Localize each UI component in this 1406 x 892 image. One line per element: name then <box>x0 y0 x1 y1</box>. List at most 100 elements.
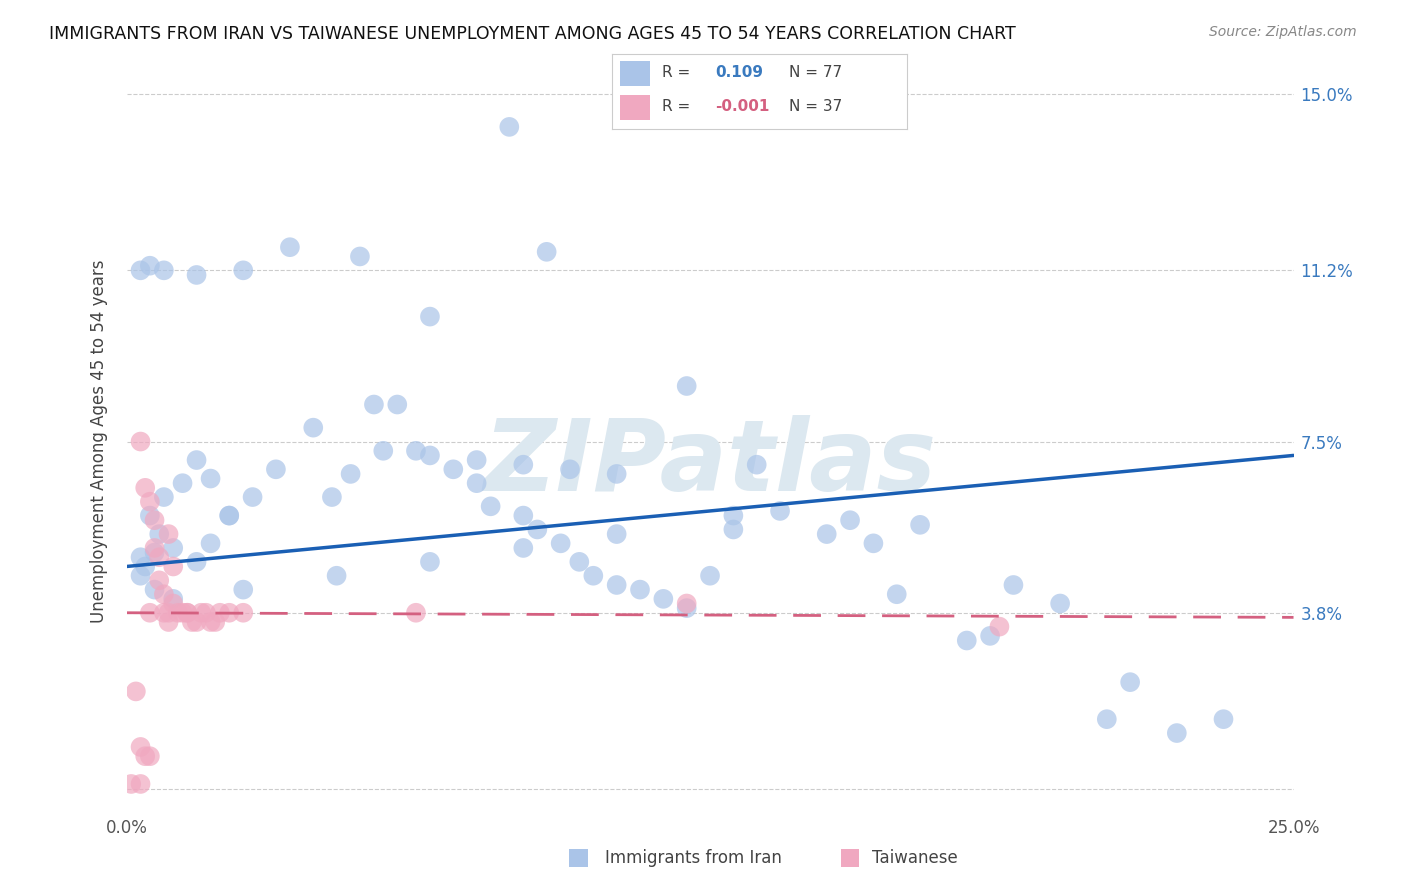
Point <box>143 513 166 527</box>
Point <box>526 523 548 537</box>
Point <box>232 582 254 597</box>
Point <box>157 527 180 541</box>
Point <box>815 527 838 541</box>
Point <box>139 749 162 764</box>
Point <box>143 546 166 560</box>
Point <box>190 606 212 620</box>
Point <box>325 568 347 582</box>
Point <box>465 476 488 491</box>
Point <box>143 541 166 555</box>
Point <box>606 467 628 481</box>
Bar <box>620 95 650 120</box>
Y-axis label: Unemployment Among Ages 45 to 54 years: Unemployment Among Ages 45 to 54 years <box>90 260 108 624</box>
Point <box>134 481 156 495</box>
Point <box>157 606 180 620</box>
Point <box>134 559 156 574</box>
Point <box>465 453 488 467</box>
Point <box>988 619 1011 633</box>
Text: ZIPatlas: ZIPatlas <box>484 416 936 512</box>
Text: N = 37: N = 37 <box>789 100 842 114</box>
Point <box>745 458 768 472</box>
Point <box>606 527 628 541</box>
Bar <box>620 62 650 87</box>
Text: Immigrants from Iran: Immigrants from Iran <box>605 849 782 867</box>
Point <box>479 500 502 514</box>
Point <box>153 587 176 601</box>
Point <box>536 244 558 259</box>
Point <box>908 517 931 532</box>
Point <box>862 536 884 550</box>
Point <box>558 462 581 476</box>
Point <box>278 240 301 254</box>
Point <box>186 555 208 569</box>
Text: -0.001: -0.001 <box>716 100 769 114</box>
Point <box>232 606 254 620</box>
Point <box>419 449 441 463</box>
Point <box>363 398 385 412</box>
Point <box>162 591 184 606</box>
Point <box>172 606 194 620</box>
Point <box>512 458 534 472</box>
Point <box>180 615 202 629</box>
Point <box>148 574 170 588</box>
Point <box>162 541 184 555</box>
Point <box>139 606 162 620</box>
Point <box>302 420 325 434</box>
Point <box>769 504 792 518</box>
Point <box>232 263 254 277</box>
Point <box>675 379 697 393</box>
Point <box>204 615 226 629</box>
Point <box>129 739 152 754</box>
Point <box>186 615 208 629</box>
Point <box>153 606 176 620</box>
Point <box>134 749 156 764</box>
Point <box>218 508 240 523</box>
Point <box>129 777 152 791</box>
Point <box>419 555 441 569</box>
Point <box>723 523 745 537</box>
Point <box>349 249 371 264</box>
Point <box>1095 712 1118 726</box>
Point <box>218 606 240 620</box>
Point <box>143 582 166 597</box>
Point <box>129 550 152 565</box>
Point <box>387 398 409 412</box>
Point <box>512 508 534 523</box>
Point <box>176 606 198 620</box>
Point <box>129 568 152 582</box>
Point <box>675 597 697 611</box>
Point <box>568 555 591 569</box>
Point <box>405 443 427 458</box>
Point <box>176 606 198 620</box>
Point <box>699 568 721 582</box>
Point <box>1212 712 1234 726</box>
Point <box>186 268 208 282</box>
Point <box>1002 578 1025 592</box>
Text: Taiwanese: Taiwanese <box>872 849 957 867</box>
Point <box>139 508 162 523</box>
Point <box>129 263 152 277</box>
Point <box>200 471 222 485</box>
Point <box>242 490 264 504</box>
Point <box>139 259 162 273</box>
Point <box>339 467 361 481</box>
Point <box>218 508 240 523</box>
Point <box>264 462 287 476</box>
Point <box>120 777 142 791</box>
Point <box>675 601 697 615</box>
Point <box>129 434 152 449</box>
Text: N = 77: N = 77 <box>789 65 842 80</box>
Point <box>153 490 176 504</box>
Point <box>208 606 231 620</box>
Text: Source: ZipAtlas.com: Source: ZipAtlas.com <box>1209 25 1357 39</box>
Point <box>498 120 520 134</box>
Point <box>167 606 190 620</box>
Point <box>157 615 180 629</box>
Point <box>148 550 170 565</box>
Point <box>373 443 395 458</box>
Point <box>162 597 184 611</box>
Point <box>1166 726 1188 740</box>
Point <box>153 263 176 277</box>
Point <box>723 508 745 523</box>
Point <box>441 462 464 476</box>
